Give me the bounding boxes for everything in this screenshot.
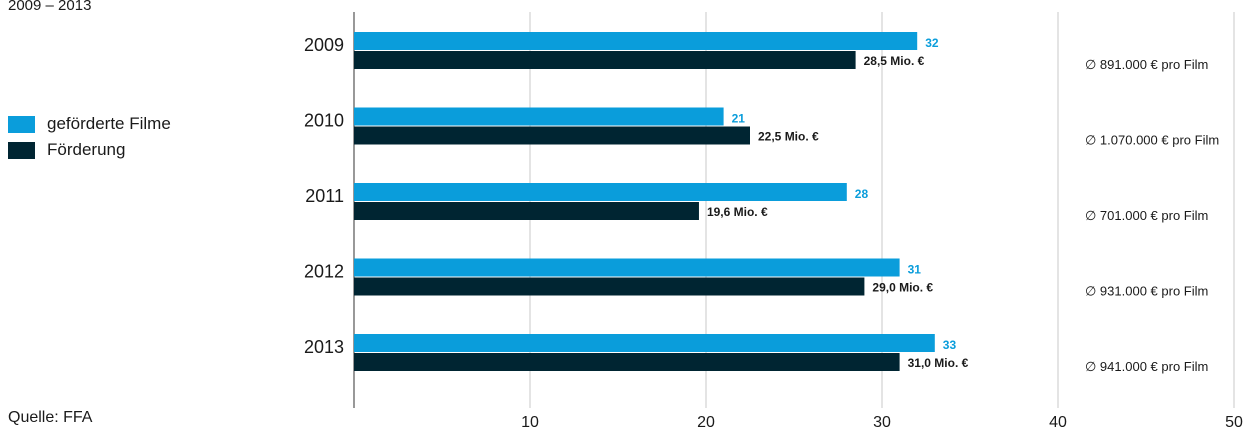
legend: geförderte Filme Förderung <box>8 111 171 163</box>
average-annotation-2010: ∅ 1.070.000 € pro Film <box>1085 133 1219 148</box>
bar-funding-2010 <box>354 126 750 145</box>
average-annotation-2012: ∅ 931.000 € pro Film <box>1085 284 1208 299</box>
y-tick-label-2012: 2012 <box>304 262 344 282</box>
average-annotation-2011: ∅ 701.000 € pro Film <box>1085 208 1208 223</box>
data-label-funding-2010: 22,5 Mio. € <box>758 130 819 144</box>
chart-subtitle: 2009 – 2013 <box>8 0 92 14</box>
x-tick-label-10: 10 <box>521 414 539 431</box>
legend-label-funding: Förderung <box>47 140 126 159</box>
y-tick-label-2009: 2009 <box>304 35 344 55</box>
bar-funding-2011 <box>354 202 699 220</box>
y-tick-label-2013: 2013 <box>304 337 344 357</box>
bar-films-2010 <box>354 107 724 126</box>
bar-funding-2012 <box>354 277 865 296</box>
average-annotation-2013: ∅ 941.000 € pro Film <box>1085 359 1208 374</box>
data-label-films-2011: 28 <box>855 187 869 201</box>
data-label-films-2010: 21 <box>732 112 746 126</box>
data-label-funding-2012: 29,0 Mio. € <box>872 281 933 295</box>
legend-swatch-films <box>8 115 35 133</box>
x-tick-label-40: 40 <box>1049 414 1067 431</box>
data-label-funding-2009: 28,5 Mio. € <box>864 54 925 68</box>
legend-swatch-funding <box>8 141 35 159</box>
bar-funding-2009 <box>354 51 856 69</box>
bar-films-2012 <box>354 258 900 277</box>
legend-item-films: geförderte Filme <box>8 111 171 137</box>
legend-item-funding: Förderung <box>8 137 171 163</box>
x-tick-label-30: 30 <box>873 414 891 431</box>
bar-funding-2013 <box>354 353 900 371</box>
y-tick-label-2010: 2010 <box>304 111 344 131</box>
data-label-films-2013: 33 <box>943 338 957 352</box>
x-tick-label-50: 50 <box>1225 414 1243 431</box>
data-label-films-2012: 31 <box>908 263 922 277</box>
data-label-funding-2013: 31,0 Mio. € <box>908 356 969 370</box>
bar-films-2011 <box>354 183 847 201</box>
average-annotation-2009: ∅ 891.000 € pro Film <box>1085 57 1208 72</box>
data-label-funding-2011: 19,6 Mio. € <box>707 205 768 219</box>
source-note: Quelle: FFA <box>8 409 93 426</box>
y-tick-label-2011: 2011 <box>305 186 344 206</box>
bar-films-2009 <box>354 32 918 50</box>
bar-films-2013 <box>354 334 935 352</box>
legend-label-films: geförderte Filme <box>47 114 171 133</box>
x-tick-label-20: 20 <box>697 414 715 431</box>
data-label-films-2009: 32 <box>925 36 939 50</box>
